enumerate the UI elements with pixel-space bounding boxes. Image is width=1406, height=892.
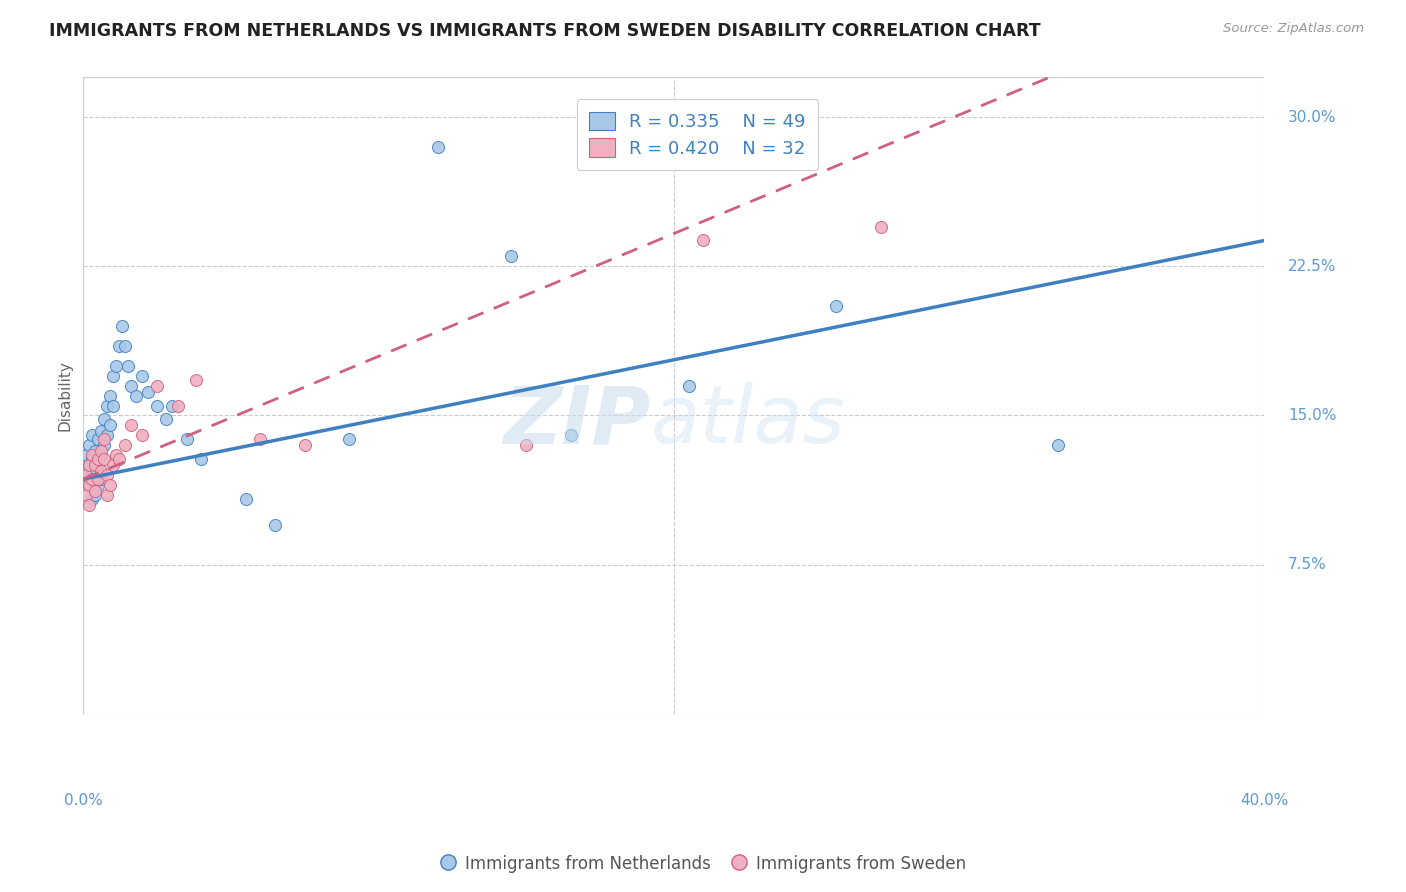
Point bbox=[90, 425, 112, 439]
Text: 0.0%: 0.0% bbox=[63, 793, 103, 808]
Point bbox=[77, 478, 100, 492]
Point bbox=[87, 458, 110, 472]
Text: 30.0%: 30.0% bbox=[1288, 110, 1337, 125]
Point bbox=[87, 452, 110, 467]
Text: ZIP: ZIP bbox=[503, 382, 650, 460]
Point bbox=[190, 452, 212, 467]
Point bbox=[87, 478, 110, 492]
Text: 40.0%: 40.0% bbox=[1240, 793, 1289, 808]
Point bbox=[90, 464, 112, 478]
Point bbox=[82, 452, 104, 467]
Point bbox=[1046, 438, 1069, 452]
Point bbox=[176, 433, 198, 447]
Point bbox=[114, 339, 136, 353]
Point bbox=[869, 219, 891, 234]
Point bbox=[111, 318, 134, 333]
Point bbox=[120, 418, 142, 433]
Point bbox=[101, 368, 124, 383]
Legend: Immigrants from Netherlands, Immigrants from Sweden: Immigrants from Netherlands, Immigrants … bbox=[433, 848, 973, 880]
Point bbox=[96, 468, 118, 483]
Point bbox=[75, 448, 97, 462]
Point bbox=[82, 448, 104, 462]
Point bbox=[107, 452, 129, 467]
Point bbox=[93, 438, 115, 452]
Text: atlas: atlas bbox=[650, 382, 845, 460]
Point bbox=[184, 373, 207, 387]
Point bbox=[75, 468, 97, 483]
Point bbox=[82, 491, 104, 506]
Y-axis label: Disability: Disability bbox=[58, 360, 72, 431]
Point bbox=[166, 399, 188, 413]
Point bbox=[114, 438, 136, 452]
Point bbox=[84, 488, 107, 502]
Point bbox=[90, 448, 112, 462]
Point bbox=[146, 378, 169, 392]
Point bbox=[84, 483, 107, 498]
Point bbox=[87, 433, 110, 447]
Point bbox=[93, 412, 115, 426]
Point bbox=[77, 458, 100, 472]
Point bbox=[84, 472, 107, 486]
Point bbox=[77, 438, 100, 452]
Legend: R = 0.335    N = 49, R = 0.420    N = 32: R = 0.335 N = 49, R = 0.420 N = 32 bbox=[576, 99, 818, 170]
Point bbox=[560, 428, 582, 442]
Point bbox=[107, 339, 129, 353]
Point bbox=[146, 399, 169, 413]
Point bbox=[501, 249, 523, 263]
Point bbox=[98, 388, 121, 402]
Point bbox=[77, 498, 100, 512]
Point bbox=[96, 399, 118, 413]
Point bbox=[117, 359, 139, 373]
Point bbox=[120, 378, 142, 392]
Point bbox=[235, 491, 257, 506]
Point bbox=[90, 472, 112, 486]
Point bbox=[101, 458, 124, 472]
Point bbox=[75, 468, 97, 483]
Point bbox=[98, 418, 121, 433]
Point bbox=[93, 452, 115, 467]
Point bbox=[82, 472, 104, 486]
Point bbox=[82, 468, 104, 483]
Text: 22.5%: 22.5% bbox=[1288, 259, 1337, 274]
Point bbox=[96, 428, 118, 442]
Point bbox=[104, 448, 127, 462]
Text: 7.5%: 7.5% bbox=[1288, 558, 1327, 572]
Point bbox=[131, 368, 153, 383]
Point bbox=[294, 438, 316, 452]
Point bbox=[104, 359, 127, 373]
Point bbox=[84, 444, 107, 458]
Point bbox=[77, 478, 100, 492]
Point bbox=[96, 488, 118, 502]
Point bbox=[90, 444, 112, 458]
Point bbox=[515, 438, 537, 452]
Point bbox=[825, 299, 848, 313]
Point bbox=[93, 433, 115, 447]
Point bbox=[136, 384, 159, 399]
Point bbox=[82, 428, 104, 442]
Point bbox=[155, 412, 177, 426]
Point bbox=[160, 399, 183, 413]
Point bbox=[75, 488, 97, 502]
Point bbox=[678, 378, 700, 392]
Text: IMMIGRANTS FROM NETHERLANDS VS IMMIGRANTS FROM SWEDEN DISABILITY CORRELATION CHA: IMMIGRANTS FROM NETHERLANDS VS IMMIGRANT… bbox=[49, 22, 1040, 40]
Point bbox=[125, 388, 148, 402]
Point bbox=[426, 140, 449, 154]
Point bbox=[98, 478, 121, 492]
Point bbox=[692, 234, 714, 248]
Point bbox=[101, 399, 124, 413]
Point bbox=[77, 458, 100, 472]
Point bbox=[87, 472, 110, 486]
Point bbox=[264, 517, 287, 532]
Point bbox=[249, 433, 271, 447]
Point bbox=[131, 428, 153, 442]
Text: 15.0%: 15.0% bbox=[1288, 408, 1337, 423]
Point bbox=[337, 433, 360, 447]
Text: Source: ZipAtlas.com: Source: ZipAtlas.com bbox=[1223, 22, 1364, 36]
Point bbox=[84, 458, 107, 472]
